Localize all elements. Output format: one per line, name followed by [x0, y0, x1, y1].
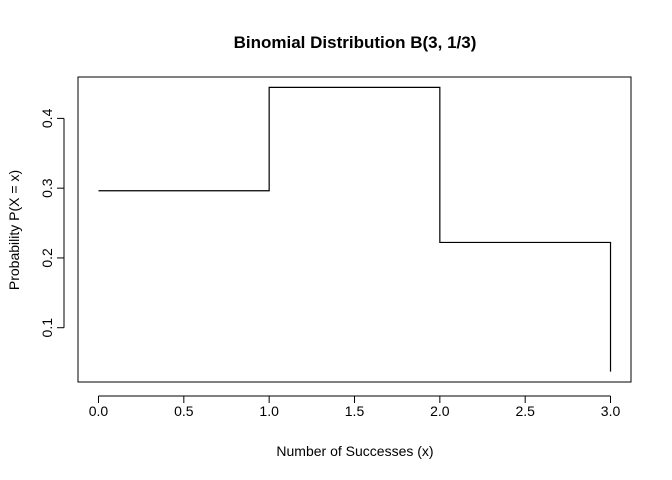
y-tick-label: 0.4 — [39, 108, 55, 128]
plot-frame — [77, 76, 632, 383]
chart-title: Binomial Distribution B(3, 1/3) — [234, 33, 477, 52]
x-tick-label: 0.5 — [174, 403, 194, 419]
x-tick-label: 2.5 — [515, 403, 535, 419]
y-axis: 0.1 0.2 0.3 0.4 — [39, 108, 65, 338]
x-tick-label: 0.0 — [89, 403, 109, 419]
x-tick-label: 3.0 — [601, 403, 621, 419]
y-tick-label: 0.1 — [39, 318, 55, 338]
series-group — [98, 86, 612, 372]
x-axis: 0.0 0.5 1.0 1.5 2.0 2.5 3.0 — [89, 395, 621, 419]
step-series-line — [98, 86, 612, 372]
x-tick-label: 2.0 — [430, 403, 450, 419]
y-axis-title: Probability P(X = x) — [6, 170, 22, 290]
x-tick-label: 1.5 — [345, 403, 365, 419]
x-tick-label: 1.0 — [259, 403, 279, 419]
y-tick-label: 0.3 — [39, 178, 55, 198]
x-axis-title: Number of Successes (x) — [276, 443, 433, 459]
y-tick-label: 0.2 — [39, 248, 55, 268]
